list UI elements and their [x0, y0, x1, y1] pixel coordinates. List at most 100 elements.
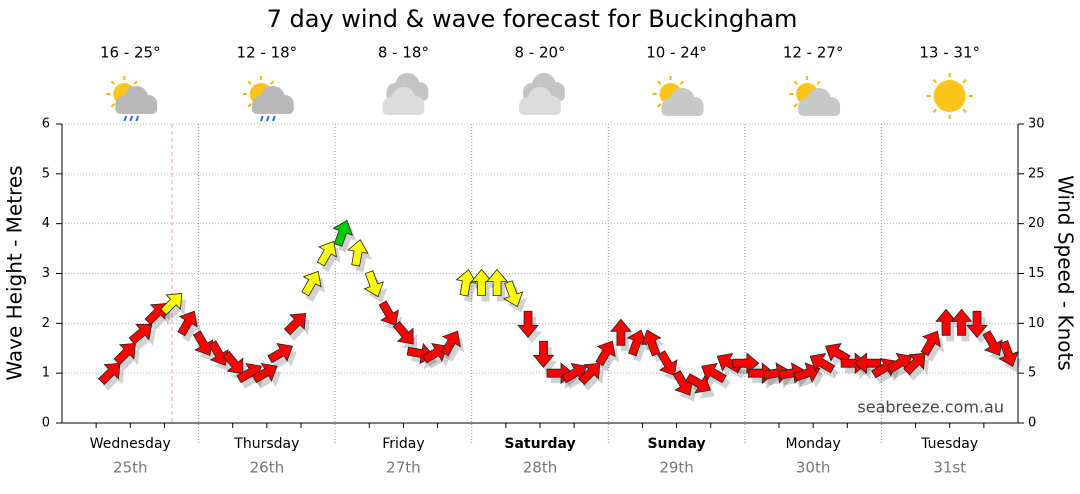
y-tick-label: 6 — [42, 117, 50, 132]
cloud-base — [661, 105, 704, 116]
wind-arrow — [935, 308, 957, 336]
sun-ray — [793, 103, 798, 108]
x-tick-date: 29th — [659, 459, 693, 477]
y-tick-label: 5 — [42, 166, 50, 181]
y-axis-title: Wave Height - Metres — [3, 165, 27, 380]
wind-arrow — [685, 373, 712, 394]
arrow-shadow — [271, 349, 297, 369]
day-temp: 10 - 24° — [646, 44, 707, 62]
wind-arrow — [809, 353, 836, 374]
wind-arrow — [641, 329, 662, 357]
y2-tick-label: 5 — [1028, 366, 1036, 381]
wind-arrow — [301, 270, 322, 297]
x-tick-date: 27th — [386, 459, 420, 477]
wind-arrow — [251, 362, 278, 384]
wind-arrow — [825, 343, 851, 364]
y2-tick-label: 25 — [1028, 166, 1045, 181]
y2-tick-label: 0 — [1028, 416, 1036, 431]
cloud-base — [798, 105, 841, 116]
y2-axis-title: Wind Speed - Knots — [1054, 175, 1078, 371]
x-tick-label: Thursday — [233, 436, 299, 452]
wind-arrow — [732, 352, 760, 375]
rain — [259, 115, 264, 122]
x-tick-date: 25th — [113, 459, 147, 477]
wind-arrow — [610, 318, 632, 346]
wind-arrow — [920, 330, 941, 357]
wind-arrow — [316, 240, 337, 267]
wind-arrow — [332, 219, 353, 247]
cloud-base — [115, 103, 158, 114]
y2-tick-label: 20 — [1028, 216, 1045, 231]
x-tick-label: Saturday — [504, 436, 575, 452]
rain — [265, 115, 270, 122]
wind-arrow — [950, 308, 973, 336]
y-tick-label: 1 — [42, 366, 50, 381]
wind-arrow — [793, 362, 821, 383]
cloud-base — [519, 104, 561, 115]
sun-ray — [270, 80, 275, 85]
wind-arrow — [532, 340, 555, 368]
wind-arrow — [98, 362, 121, 386]
day-temp: 13 - 31° — [919, 44, 980, 62]
sun-ray — [816, 80, 821, 85]
wind-arrow — [517, 310, 539, 338]
wind-arrow — [440, 330, 461, 357]
wind-arrow — [347, 239, 369, 267]
day-temp: 8 - 18° — [378, 44, 429, 62]
y-tick-label: 0 — [42, 416, 50, 431]
x-tick-date: 26th — [250, 459, 284, 477]
x-tick-label: Monday — [786, 436, 841, 452]
wind-arrow — [455, 269, 478, 297]
day-temp: 16 - 25° — [100, 44, 161, 62]
wind-arrow — [392, 320, 414, 345]
weather-icon — [106, 76, 158, 122]
y2-tick-label: 15 — [1028, 266, 1045, 281]
rain — [135, 115, 140, 122]
sun-ray — [110, 103, 116, 108]
sun — [933, 80, 966, 112]
rain — [271, 115, 276, 122]
rain — [129, 115, 134, 122]
wind-arrow — [626, 329, 648, 357]
wind-arrow — [470, 268, 493, 296]
sun-ray — [793, 80, 798, 85]
y2-tick-label: 30 — [1028, 117, 1045, 132]
wind-arrow — [177, 310, 198, 337]
day-temp: 12 - 18° — [237, 44, 298, 62]
y-tick-label: 2 — [42, 316, 50, 331]
x-tick-date: 30th — [796, 459, 830, 477]
sun-ray — [657, 103, 662, 108]
cloud-base — [382, 104, 425, 115]
cloud-base — [251, 103, 294, 114]
wind-arrow — [267, 343, 293, 364]
wind-arrow — [160, 293, 183, 316]
wind-arrow — [595, 340, 616, 367]
sun-ray — [932, 79, 937, 84]
weather-icon — [789, 76, 841, 116]
weather-icon — [926, 73, 973, 119]
x-tick-label: Sunday — [647, 436, 705, 452]
wind-arrow — [502, 280, 524, 308]
wind-arrow — [378, 300, 399, 327]
y-tick-label: 3 — [42, 266, 50, 281]
wind-arrow — [657, 350, 678, 376]
wind-arrow — [966, 310, 988, 338]
day-temp: 8 - 20° — [514, 44, 565, 62]
arrow-shadow — [256, 369, 281, 389]
sun-ray — [932, 108, 937, 113]
wind-arrow — [128, 323, 153, 345]
sun-ray — [247, 103, 252, 108]
wind-arrow — [208, 340, 229, 366]
wind-arrow — [113, 342, 136, 366]
wind-arrow — [998, 340, 1019, 367]
wind-arrow — [672, 370, 694, 396]
y-tick-label: 4 — [42, 216, 50, 231]
wind-arrow — [486, 268, 508, 296]
day-temp: 12 - 27° — [783, 44, 844, 62]
wind-arrow — [578, 362, 601, 386]
sun-ray — [247, 80, 252, 85]
sun-ray — [679, 80, 685, 85]
wind-arrow — [903, 352, 926, 376]
x-tick-label: Friday — [382, 436, 424, 452]
